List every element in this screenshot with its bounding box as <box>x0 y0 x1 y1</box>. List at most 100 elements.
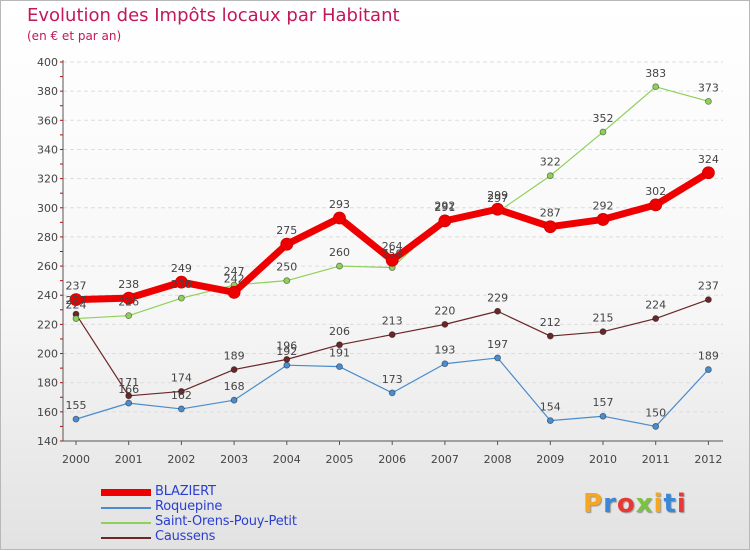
data-point <box>705 97 712 105</box>
data-label: 171 <box>118 376 139 389</box>
data-label: 297 <box>487 192 508 205</box>
y-tick-label: 320 <box>37 173 58 186</box>
y-tick-label: 260 <box>37 260 58 273</box>
data-point <box>705 366 712 373</box>
data-label: 213 <box>382 315 403 328</box>
data-point <box>441 360 449 368</box>
legend-label-saint-orens: Saint-Orens-Pouy-Petit <box>155 514 297 529</box>
legend-label-blaziert: BLAZIERT <box>155 484 216 499</box>
x-tick-label: 2010 <box>589 453 617 466</box>
legend-swatch-saint-orens <box>101 522 151 524</box>
data-point <box>494 307 502 315</box>
data-label: 157 <box>593 396 614 409</box>
data-label: 227 <box>66 294 87 307</box>
data-point <box>388 389 396 397</box>
data-point <box>125 312 133 320</box>
data-label: 224 <box>645 299 666 312</box>
data-point <box>283 277 291 285</box>
legend-label-roquepine: Roquepine <box>155 499 223 514</box>
y-tick-label: 220 <box>37 318 58 331</box>
data-label: 259 <box>382 248 403 261</box>
x-tick-label: 2005 <box>326 453 354 466</box>
data-point <box>543 220 557 234</box>
data-label: 206 <box>329 325 350 338</box>
data-label: 192 <box>276 345 297 358</box>
data-label: 238 <box>118 278 139 291</box>
data-label: 260 <box>329 246 350 259</box>
data-point <box>177 405 185 413</box>
data-label: 383 <box>645 67 666 80</box>
data-label: 302 <box>645 185 666 198</box>
data-label: 189 <box>698 350 719 363</box>
data-label: 242 <box>224 272 245 285</box>
data-point <box>333 211 346 225</box>
data-point <box>230 396 238 404</box>
x-tick-label: 2006 <box>378 453 406 466</box>
logo-letter: x <box>635 489 654 519</box>
data-point <box>599 128 607 136</box>
data-point <box>122 291 136 305</box>
x-tick-label: 2001 <box>115 453 143 466</box>
data-label: 155 <box>66 399 87 412</box>
data-label: 291 <box>434 201 455 214</box>
y-tick-label: 380 <box>37 85 58 98</box>
data-label: 287 <box>540 207 561 220</box>
data-label: 250 <box>276 261 297 274</box>
data-label: 162 <box>171 389 192 402</box>
data-point <box>438 214 452 228</box>
legend-swatch-roquepine <box>101 507 151 509</box>
data-point <box>702 166 715 180</box>
data-point <box>652 315 660 322</box>
data-point <box>177 294 185 302</box>
data-label: 174 <box>171 371 192 384</box>
data-point <box>388 331 396 338</box>
data-label: 220 <box>434 304 455 317</box>
data-label: 249 <box>171 262 192 275</box>
data-label: 237 <box>66 280 87 293</box>
data-label: 292 <box>434 199 455 212</box>
data-point <box>599 412 607 420</box>
data-point <box>69 293 83 307</box>
data-point <box>336 363 343 371</box>
data-point <box>491 202 505 216</box>
data-label: 150 <box>645 406 666 419</box>
data-label: 229 <box>487 291 508 304</box>
logo-letter: r <box>603 489 617 519</box>
x-tick-label: 2002 <box>167 453 195 466</box>
data-point <box>174 275 188 289</box>
data-point <box>546 172 554 180</box>
data-label: 226 <box>118 296 139 309</box>
data-label: 212 <box>540 316 561 329</box>
data-label: 238 <box>171 278 192 291</box>
data-label: 247 <box>224 265 245 278</box>
logo-letter: t <box>663 489 677 519</box>
data-point <box>125 399 133 407</box>
data-point <box>599 328 607 336</box>
data-point <box>652 83 660 91</box>
data-point <box>596 213 610 226</box>
data-point <box>546 332 554 340</box>
y-tick-label: 180 <box>37 377 58 390</box>
data-label: 215 <box>593 312 614 325</box>
data-point <box>705 296 712 304</box>
data-point <box>441 320 449 328</box>
data-point <box>652 423 660 430</box>
y-tick-label: 140 <box>37 435 58 448</box>
data-label: 191 <box>329 347 350 360</box>
data-point <box>72 415 80 423</box>
data-label: 173 <box>382 373 403 386</box>
data-label: 373 <box>698 81 719 94</box>
data-label: 193 <box>434 344 455 357</box>
data-point <box>336 341 343 349</box>
x-tick-label: 2004 <box>273 453 301 466</box>
data-label: 154 <box>540 401 561 414</box>
logo-letter: o <box>616 489 636 519</box>
data-point <box>336 262 343 270</box>
legend-label-caussens: Caussens <box>155 529 216 544</box>
y-tick-label: 200 <box>37 348 58 361</box>
y-tick-label: 280 <box>37 231 58 244</box>
x-tick-label: 2003 <box>220 453 248 466</box>
data-point <box>649 198 663 212</box>
